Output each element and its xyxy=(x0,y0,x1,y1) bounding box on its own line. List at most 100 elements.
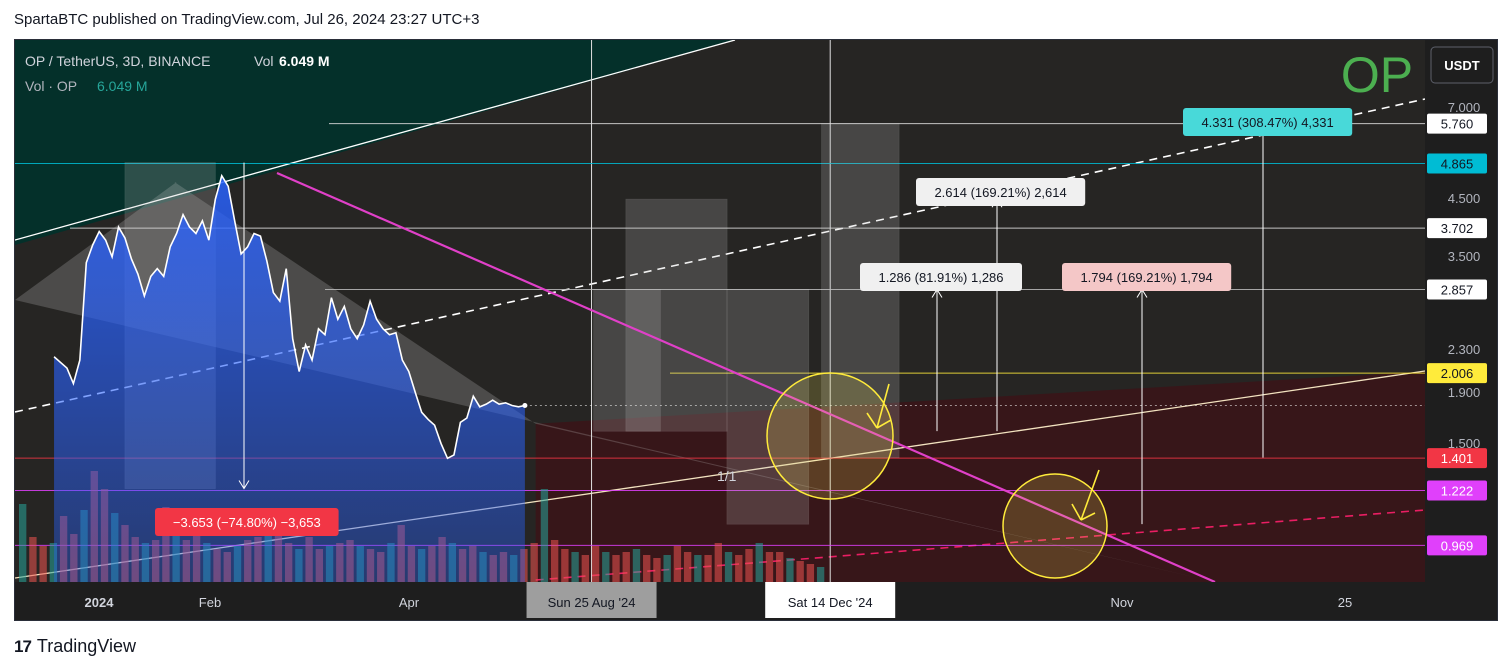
volume-bar xyxy=(816,567,825,582)
volume-bar xyxy=(643,555,651,582)
price-area-fill xyxy=(54,175,525,582)
measurement-box xyxy=(593,289,661,432)
legend-symbol: OP / TetherUS, 3D, BINANCE xyxy=(25,53,210,69)
volume-bar xyxy=(602,552,610,582)
upper-channel-zone xyxy=(15,40,735,245)
level-tag xyxy=(1427,113,1487,134)
currency-button-label: USDT xyxy=(1444,58,1479,73)
volume-bar xyxy=(622,552,630,582)
y-tick-label: 1.900 xyxy=(1448,385,1481,400)
y-tick-label: 4.500 xyxy=(1448,191,1481,206)
level-tag-label: 1.401 xyxy=(1441,451,1474,466)
volume-bar xyxy=(653,558,661,582)
arrow-icon xyxy=(1071,469,1100,521)
publication-header: SpartaBTC published on TradingView.com, … xyxy=(14,11,480,28)
level-tag-label: 2.006 xyxy=(1441,366,1474,381)
arrow-head-icon xyxy=(238,480,250,490)
volume-bar xyxy=(786,558,794,582)
measurement-label-bg xyxy=(1183,108,1353,136)
level-tag xyxy=(1427,480,1487,501)
volume-bar xyxy=(673,546,682,582)
x-tick-label: Nov xyxy=(1110,595,1134,610)
volume-bar xyxy=(29,537,37,582)
volume-bar xyxy=(571,552,579,582)
time-axis-background xyxy=(15,582,1497,620)
volume-bar xyxy=(694,555,702,582)
volume-bar xyxy=(591,546,600,582)
volume-bar xyxy=(735,555,743,582)
legend-vol-label: Vol xyxy=(254,53,273,69)
symbol-watermark: OP xyxy=(1341,47,1413,103)
level-tag-label: 3.702 xyxy=(1441,221,1474,236)
measurement-label: 1.794 (169.21%) 1,794 xyxy=(1080,270,1212,285)
volume-bar xyxy=(714,543,722,582)
legend-volume-value: 6.049 M xyxy=(97,78,148,94)
resistance-trendline xyxy=(276,171,1216,584)
x-tick-label: Feb xyxy=(199,595,221,610)
volume-bar xyxy=(612,555,620,582)
channel-bottom-line xyxy=(535,509,1426,581)
volume-bar xyxy=(683,552,692,582)
measurement-box xyxy=(726,289,810,525)
measurement-label: 2.614 (169.21%) 2,614 xyxy=(934,185,1066,200)
tradingview-footer[interactable]: 17 TradingView xyxy=(14,636,136,657)
measurement-label-bg xyxy=(860,263,1022,291)
measurement-label-bg xyxy=(916,178,1086,206)
volume-bar xyxy=(796,561,804,582)
level-tag-label: 1.222 xyxy=(1441,483,1474,498)
volume-bar xyxy=(49,543,58,582)
legend-vol-value: 6.049 M xyxy=(279,53,330,69)
volume-bar xyxy=(550,540,559,582)
date-marker-bg xyxy=(765,582,896,618)
volume-bar xyxy=(806,564,815,582)
volume-bar xyxy=(724,552,733,582)
volume-bar xyxy=(530,543,538,582)
level-tag xyxy=(1427,153,1487,174)
volume-bar xyxy=(632,549,641,582)
breakout-circle-2 xyxy=(1002,473,1108,579)
price-chart[interactable]: −3.653 (−74.80%) −3,653 1.286 (81.91%) 1,… xyxy=(15,40,1498,621)
legend-volume-label: Vol · OP xyxy=(25,78,77,94)
level-tag-label: 2.857 xyxy=(1441,282,1474,297)
breakout-circle-1 xyxy=(766,372,894,500)
price-axis-background xyxy=(1425,40,1497,620)
volume-bar xyxy=(39,546,47,582)
volume-bar xyxy=(765,552,774,582)
y-tick-label: 3.500 xyxy=(1448,249,1481,264)
volume-bar xyxy=(755,543,763,582)
date-marker-label: Sun 25 Aug '24 xyxy=(548,595,636,610)
y-tick-label: 7.000 xyxy=(1448,100,1481,115)
currency-button-frame xyxy=(1430,46,1494,84)
level-tag-label: 0.969 xyxy=(1441,538,1474,553)
measurement-label: 1.286 (81.91%) 1,286 xyxy=(878,270,1003,285)
measurement-box xyxy=(625,198,728,432)
level-tag xyxy=(1427,279,1487,300)
level-tag xyxy=(1427,363,1487,384)
volume-bar xyxy=(19,504,27,582)
measurement-label: −3.653 (−74.80%) −3,653 xyxy=(173,515,321,530)
measurement-label-bg xyxy=(1062,263,1232,291)
falling-wedge-zone xyxy=(15,182,1215,582)
volume-bar xyxy=(540,489,549,582)
date-marker-label: Sat 14 Dec '24 xyxy=(788,595,873,610)
volume-bar xyxy=(663,555,671,582)
arrow-icon xyxy=(866,383,892,429)
level-tag-label: 4.865 xyxy=(1441,157,1474,172)
y-tick-label: 2.300 xyxy=(1448,342,1481,357)
level-tag-label: 5.760 xyxy=(1441,117,1474,132)
volume-bar xyxy=(776,552,784,582)
volume-bar xyxy=(561,549,569,582)
level-tag xyxy=(1427,218,1487,239)
volume-bar xyxy=(704,555,712,582)
date-marker-bg xyxy=(526,582,657,618)
x-tick-label: Apr xyxy=(399,595,420,610)
chart-panel[interactable]: −3.653 (−74.80%) −3,653 1.286 (81.91%) 1,… xyxy=(14,39,1498,621)
price-line xyxy=(53,173,526,460)
currency-button[interactable]: USDT xyxy=(1430,46,1494,84)
measurement-label-bg xyxy=(155,508,339,536)
x-tick-label: 25 xyxy=(1338,595,1352,610)
lower-zone-red xyxy=(535,371,1425,582)
footer-brand: TradingView xyxy=(36,636,136,656)
volume-bar xyxy=(745,549,753,582)
tradingview-logo-icon: 17 xyxy=(14,636,32,656)
